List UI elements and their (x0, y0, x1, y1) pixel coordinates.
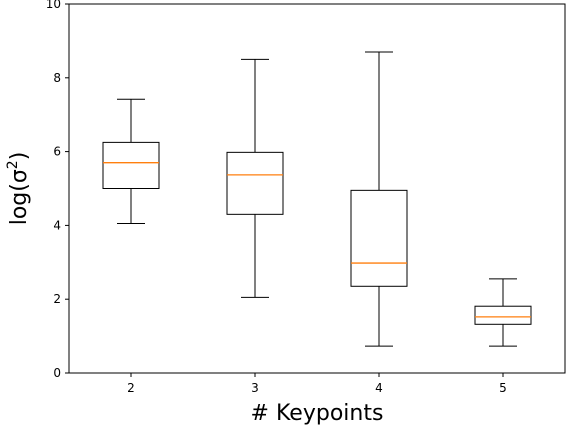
x-tick-label: 5 (499, 381, 507, 395)
y-tick-label: 0 (53, 366, 61, 380)
x-axis-ticks: 2 3 4 5 (127, 373, 507, 395)
box-group-2 (102, 98, 160, 225)
iqr-box (226, 151, 284, 215)
iqr-box (474, 305, 532, 325)
box-group-4 (350, 51, 408, 347)
x-tick-label: 2 (127, 381, 135, 395)
box-series (102, 51, 532, 347)
iqr-box (102, 141, 160, 189)
y-axis-title: log(σ2) (5, 152, 32, 226)
y-tick-label: 10 (46, 0, 61, 11)
box-group-5 (474, 278, 532, 347)
box-group-3 (226, 58, 284, 298)
y-tick-label: 8 (53, 71, 61, 85)
y-axis-title-close: ) (7, 152, 32, 161)
iqr-box (350, 189, 408, 287)
axes-frame (68, 3, 566, 374)
y-tick-label: 2 (53, 292, 61, 306)
y-tick-label: 4 (53, 218, 61, 232)
y-axis-ticks: 0 2 4 6 8 10 (46, 0, 69, 380)
x-tick-label: 3 (251, 381, 259, 395)
x-axis-title: # Keypoints (251, 401, 384, 426)
x-tick-label: 4 (375, 381, 383, 395)
y-axis-title-base: log(σ (7, 169, 32, 225)
plot-area (68, 3, 566, 374)
y-tick-label: 6 (53, 145, 61, 159)
y-axis-title-superscript: 2 (5, 160, 21, 169)
